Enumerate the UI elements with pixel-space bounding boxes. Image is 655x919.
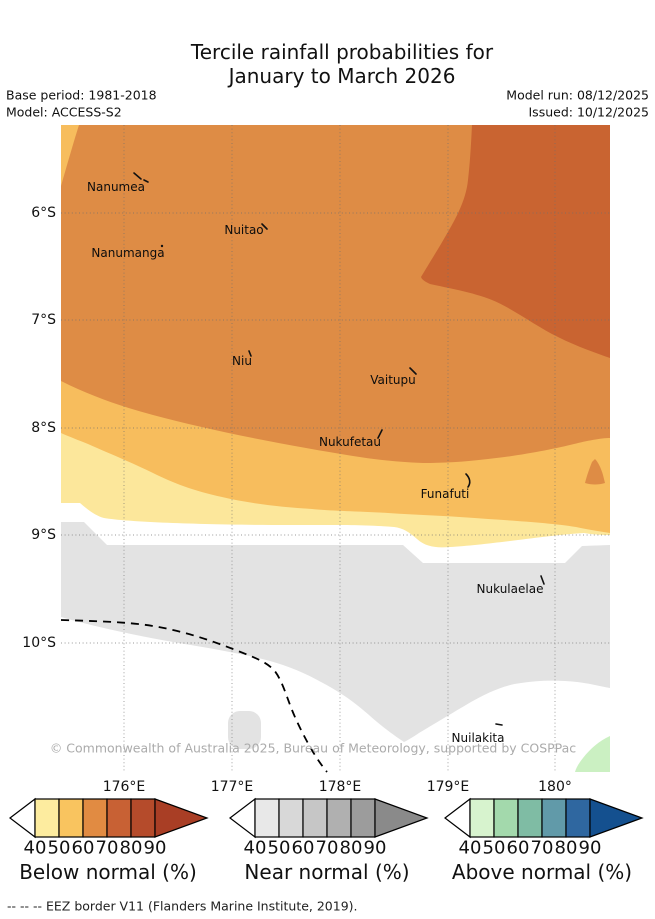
place-label-nuitao: Nuitao [224,223,264,237]
legend-below-tick-80: 80 [119,837,143,859]
lon-label-177e: 177°E [210,779,254,795]
base-period-label: Base period: 1981-2018 [6,87,157,103]
legend-near-seg-70-80 [326,798,352,838]
region-above-40-50 [575,736,610,772]
page-title-line1: Tercile rainfall probabilities for [190,40,494,64]
legend-below-right-arrow [154,798,209,838]
place-label-nanumanga: Nanumanga [91,246,165,260]
place-label-nukulaelae: Nukulaelae [476,582,544,596]
region-near-40-50-patch [228,711,261,749]
legend-below-left-arrow [9,797,36,839]
lon-label-179e: 179°E [426,779,470,795]
legend-near-normal-bar [229,797,429,839]
lat-label-9s: 9°S [31,527,56,543]
legend-near-tick-60: 60 [291,837,315,859]
legend-near-seg-50-60 [278,798,304,838]
lon-label-178e: 178°E [318,779,362,795]
island-marker-nukufetau [377,429,383,439]
legend-below-seg-50-60 [58,798,84,838]
lon-label-180: 180° [538,779,572,795]
lat-label-8s: 8°S [31,420,56,436]
region-below-70-80 [421,125,610,358]
legend-above-left-arrow [444,797,471,839]
issued-label: Issued: 10/12/2025 [528,104,650,120]
legend-near-seg-80-90 [350,798,376,838]
region-near-40-50 [61,522,610,742]
legend-near-seg-60-70 [302,798,328,838]
legend-above-seg-40-50 [469,798,495,838]
island-marker-niu [248,350,252,357]
eez-border-line [60,619,328,773]
place-label-nanumea: Nanumea [87,180,145,194]
region-below-50-60-corner [61,125,79,186]
legend-near-tick-80: 80 [339,837,363,859]
island-marker-nanumea [133,172,149,183]
legend-near-tick-40: 40 [243,837,267,859]
legend-below-seg-40-50 [34,798,60,838]
model-label: Model: ACCESS-S2 [6,104,122,120]
legend-above-tick-40: 40 [458,837,482,859]
island-marker-nuitao [261,223,268,230]
island-marker-vaitupu [409,367,417,375]
place-label-nukufetau: Nukufetau [318,435,382,449]
legend-near-right-arrow [374,798,429,838]
lon-label-176e: 176°E [102,779,146,795]
region-below-60-70-knob [585,459,605,485]
legend-below-normal-bar [9,797,209,839]
island-marker-nukulaelae [540,575,545,585]
island-marker-funafuti [465,473,471,488]
legend-below-seg-80-90 [130,798,156,838]
legend-below-title: Below normal (%) [19,860,197,884]
island-marker-nuilakita [495,723,503,726]
place-label-nuilakita: Nuilakita [451,731,505,745]
model-run-label: Model run: 08/12/2025 [506,87,649,103]
legend-below-tick-90: 90 [143,837,167,859]
legend-above-right-arrow [589,798,644,838]
island-markers [133,172,545,726]
legend-above-tick-90: 90 [578,837,602,859]
legend-below-tick-50: 50 [47,837,71,859]
legend-near-title: Near normal (%) [244,860,410,884]
legend-near-seg-40-50 [254,798,280,838]
legend-near-tick-50: 50 [267,837,291,859]
gridlines [61,125,610,772]
legend-above-tick-80: 80 [554,837,578,859]
legend-above-seg-50-60 [493,798,519,838]
legend-below-tick-40: 40 [23,837,47,859]
copyright-notice: © Commonwealth of Australia 2025, Bureau… [49,740,577,756]
lat-label-7s: 7°S [31,312,56,328]
page-title-line2: January to March 2026 [228,64,456,88]
legend-near-tick-70: 70 [315,837,339,859]
legend-above-tick-50: 50 [482,837,506,859]
lat-label-6s: 6°S [31,205,56,221]
legend-above-normal-bar [444,797,644,839]
place-label-vaitupu: Vaitupu [370,373,416,387]
legend-near-tick-90: 90 [363,837,387,859]
place-label-niu: Niu [232,354,252,368]
legend-above-seg-60-70 [517,798,543,838]
legend-above-seg-70-80 [541,798,567,838]
legend-above-tick-60: 60 [506,837,530,859]
place-label-funafuti: Funafuti [420,487,470,501]
eez-footnote: -- -- -- EEZ border V11 (Flanders Marine… [7,898,358,914]
legend-near-left-arrow [229,797,256,839]
island-marker-nanumanga [160,244,164,248]
legend-below-seg-60-70 [82,798,108,838]
legend-above-tick-70: 70 [530,837,554,859]
legend-above-seg-80-90 [565,798,591,838]
legend-below-seg-70-80 [106,798,132,838]
legend-above-title: Above normal (%) [451,860,633,884]
legend-below-tick-60: 60 [71,837,95,859]
legend-below-tick-70: 70 [95,837,119,859]
lat-label-10s: 10°S [22,635,56,651]
